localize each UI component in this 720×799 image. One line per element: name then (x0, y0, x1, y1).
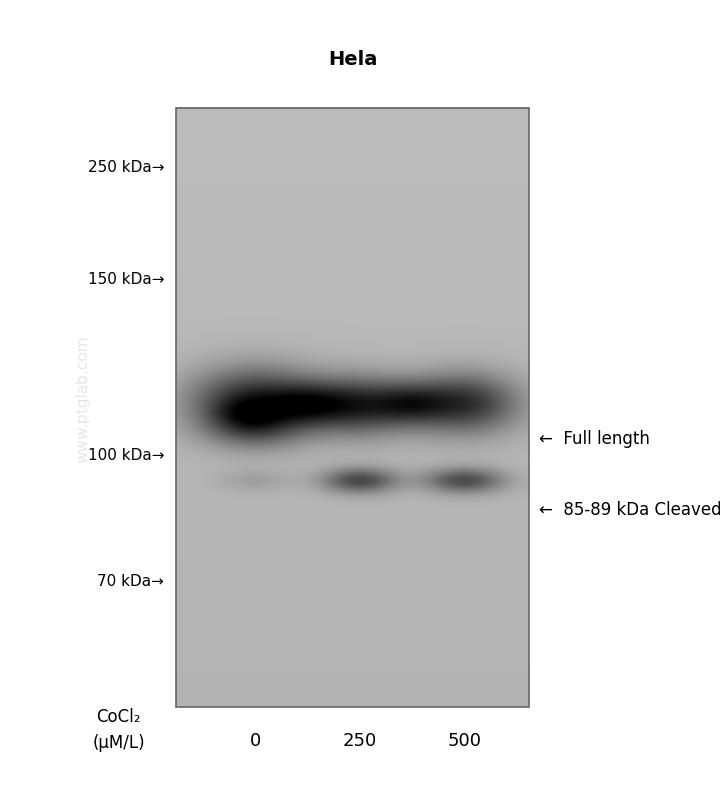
Text: ←  85-89 kDa Cleaved: ← 85-89 kDa Cleaved (539, 501, 720, 519)
Text: 0: 0 (250, 732, 261, 749)
Text: CoCl₂: CoCl₂ (96, 708, 141, 725)
Text: ←  Full length: ← Full length (539, 431, 649, 448)
Text: 70 kDa→: 70 kDa→ (97, 574, 164, 589)
Text: www.ptglab.com: www.ptglab.com (76, 336, 90, 463)
Text: 100 kDa→: 100 kDa→ (88, 448, 164, 463)
Text: (μM/L): (μM/L) (92, 734, 145, 752)
Text: 500: 500 (447, 732, 482, 749)
Text: 250 kDa→: 250 kDa→ (88, 161, 164, 175)
Text: 150 kDa→: 150 kDa→ (88, 272, 164, 287)
Text: 250: 250 (343, 732, 377, 749)
Text: Hela: Hela (328, 50, 377, 70)
